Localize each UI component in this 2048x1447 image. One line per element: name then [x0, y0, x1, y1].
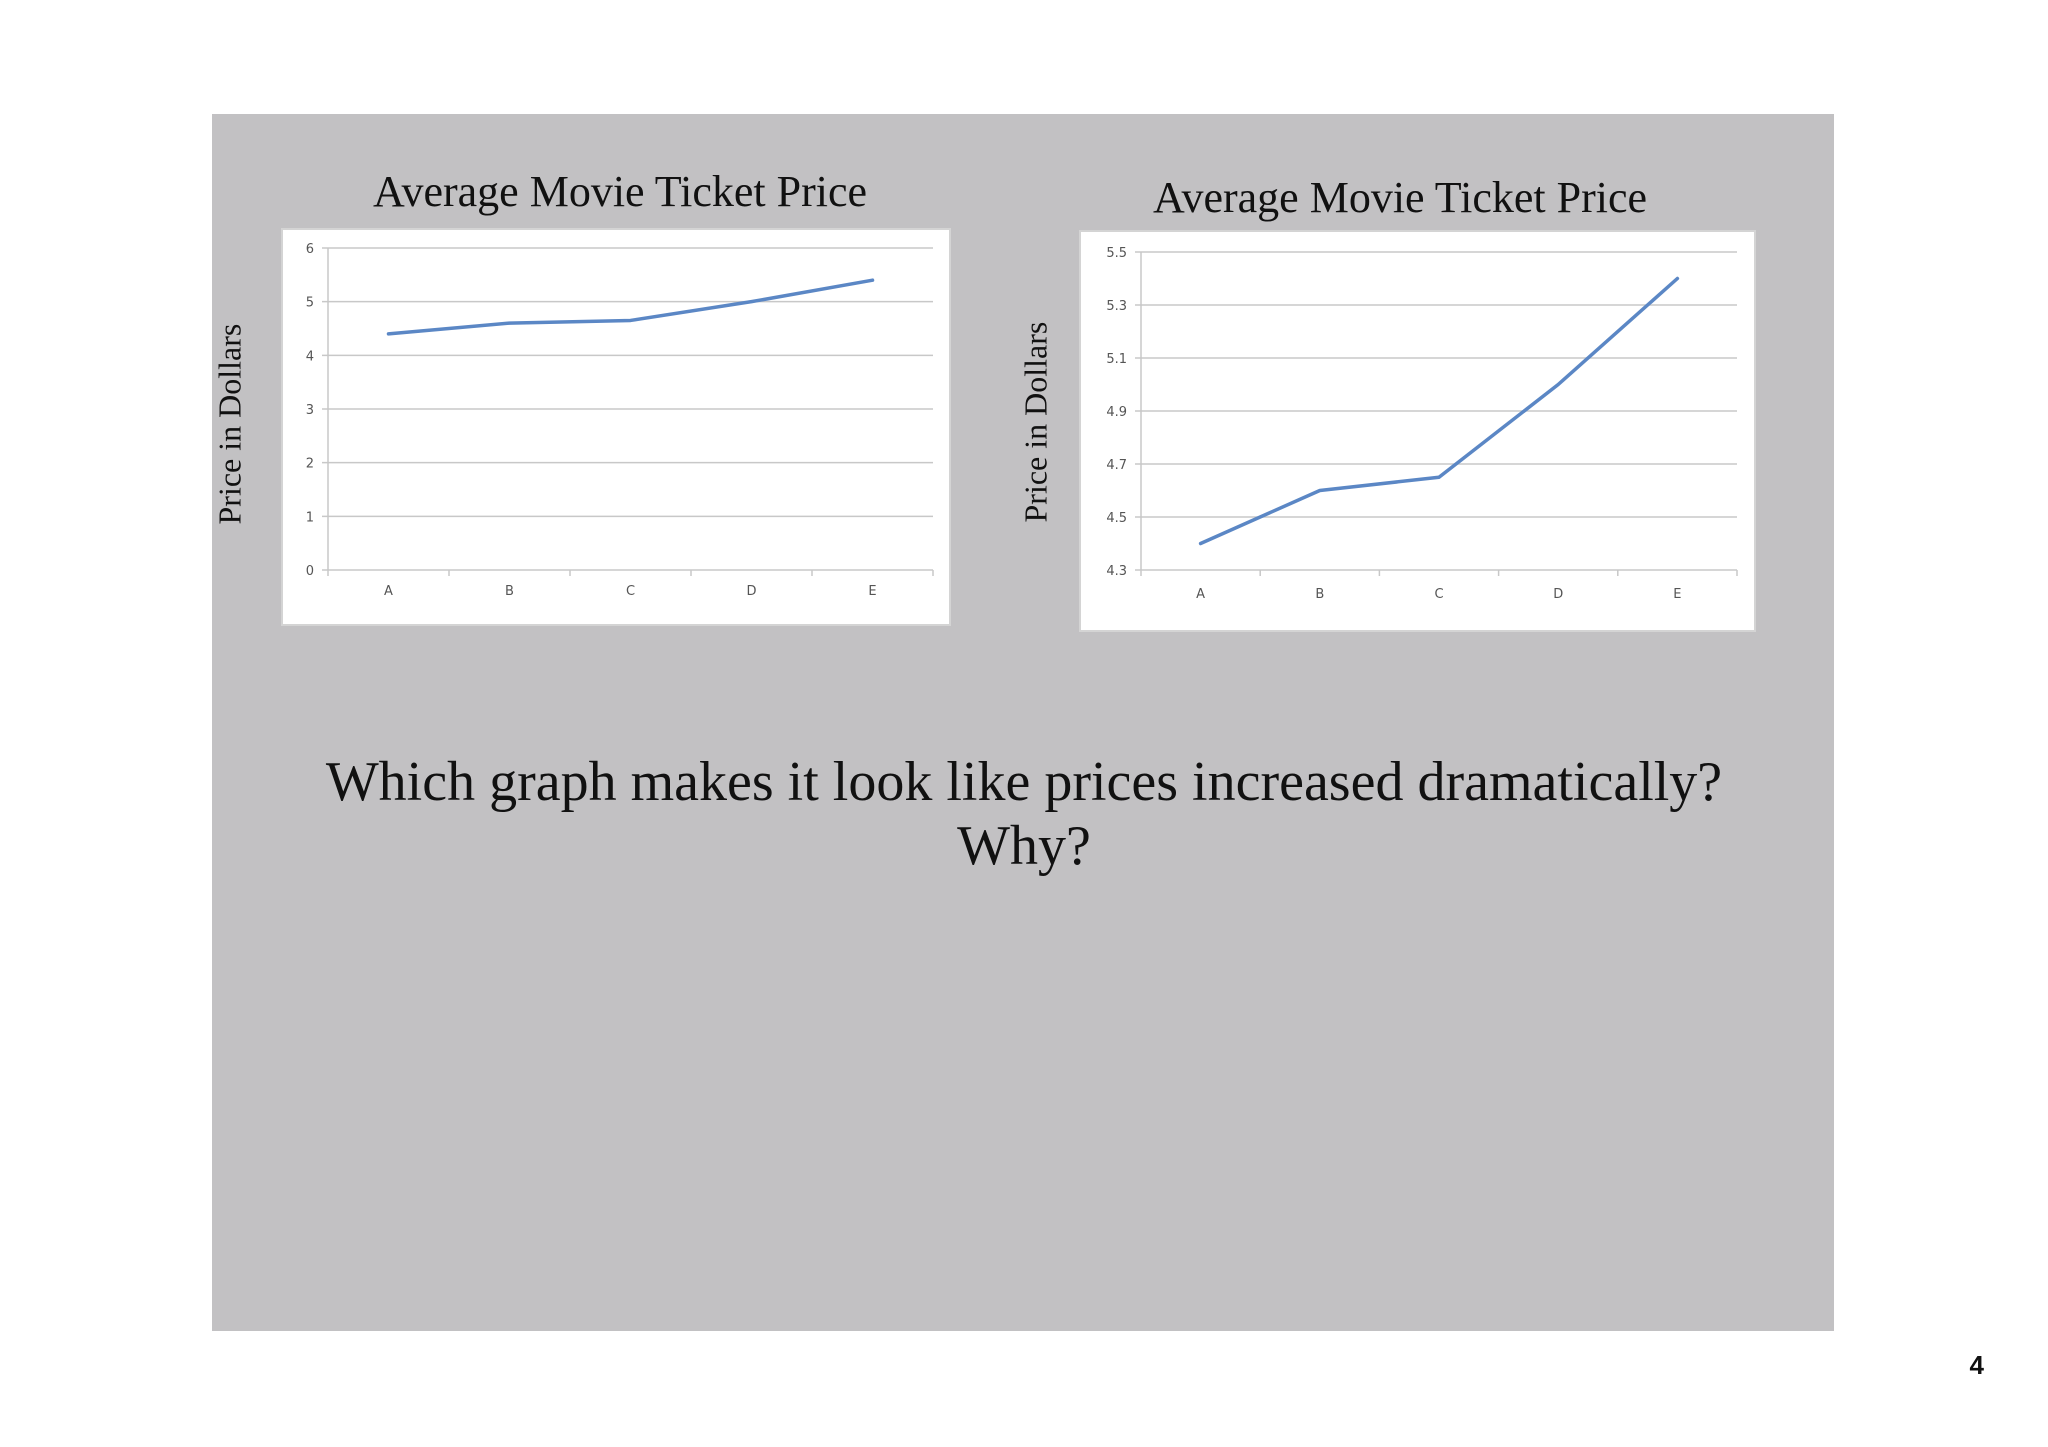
chart-1-y-axis-label: Price in Dollars	[211, 323, 248, 525]
chart-1-series-line	[386, 278, 875, 336]
chart-2-y-tick-label: 4.9	[1106, 405, 1127, 420]
question-line-1: Which graph makes it look like prices in…	[325, 751, 1723, 813]
chart-2-x-tick-label: A	[1196, 587, 1205, 602]
chart-2-x-tick-label: E	[1673, 587, 1681, 602]
chart-1-x-tick-label: E	[868, 584, 876, 599]
chart-1-y-tick-label: 1	[306, 510, 314, 525]
chart-1-title: Average Movie Ticket Price	[372, 167, 868, 216]
chart-2-svg: 4.3 4.5 4.7 4.9 5.1 5.3 5.5 A B C D E	[1106, 246, 1738, 602]
chart-2-y-tick-label: 4.7	[1106, 458, 1127, 473]
chart-1-x-tick-label: A	[384, 584, 393, 599]
page-number: 4	[1969, 1350, 1984, 1380]
chart-1-data-point	[508, 321, 511, 325]
chart-1-y-tick-label: 4	[306, 349, 314, 364]
chart-2-data-point	[1318, 489, 1321, 492]
chart-2-y-tick-label: 5.1	[1106, 352, 1127, 367]
chart-2: 4.3 4.5 4.7 4.9 5.1 5.3 5.5 A B C D E	[1079, 230, 1756, 632]
chart-1-x-tick-label: C	[626, 584, 635, 599]
chart-2-data-point	[1199, 542, 1202, 545]
chart-2-data-point	[1676, 277, 1679, 280]
chart-1-svg: 0 1 2 3 4 5 6 A B C D E	[306, 242, 934, 599]
chart-1-x-tick-label: D	[746, 584, 756, 599]
chart-1-y-tick-label: 6	[306, 242, 314, 257]
chart-2-y-axis-label: Price in Dollars	[1017, 321, 1054, 523]
chart-2-data-point	[1437, 476, 1441, 479]
chart-1-data-point	[750, 300, 753, 303]
chart-1-x-tick-label: B	[505, 584, 514, 599]
chart-1-data-point	[629, 319, 632, 322]
chart-1-y-tick-label: 5	[306, 296, 314, 311]
chart-2-x-tick-label: C	[1434, 587, 1443, 602]
chart-1-data-point	[871, 279, 874, 282]
chart-1-y-tick-label: 2	[306, 457, 314, 472]
chart-1-y-tick-label: 0	[306, 564, 314, 579]
chart-2-x-tick-label: D	[1553, 587, 1563, 602]
question-line-2: Why?	[957, 815, 1091, 877]
chart-2-y-tick-label: 5.5	[1106, 246, 1127, 261]
chart-1: 0 1 2 3 4 5 6 A B C D E	[281, 228, 951, 626]
chart-1-data-point	[387, 332, 390, 336]
chart-2-title: Average Movie Ticket Price	[1152, 173, 1648, 222]
chart-1-y-tick-label: 3	[306, 403, 314, 418]
chart-2-data-point	[1557, 383, 1560, 386]
chart-2-x-tick-label: B	[1315, 587, 1324, 602]
chart-2-y-tick-label: 4.3	[1106, 564, 1127, 579]
chart-2-y-tick-label: 4.5	[1106, 511, 1127, 526]
chart-2-y-tick-label: 5.3	[1106, 299, 1127, 314]
